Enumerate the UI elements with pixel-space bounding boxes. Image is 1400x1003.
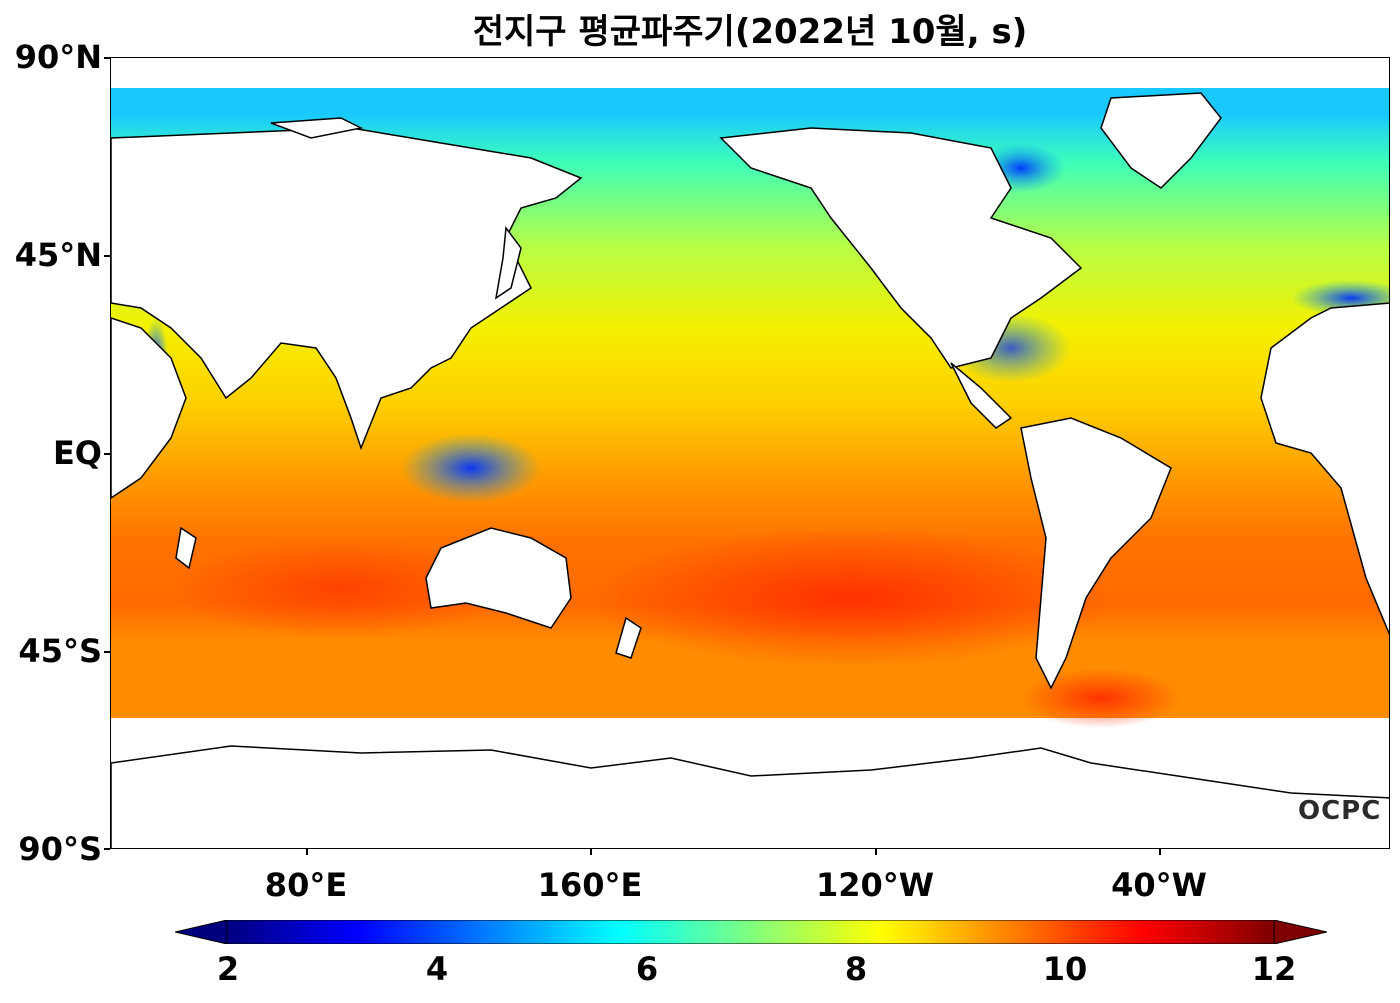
antarctica bbox=[111, 745, 1389, 848]
y-tickmark bbox=[104, 848, 110, 850]
colorbar-tick-label: 8 bbox=[844, 950, 868, 988]
south-pacific-high bbox=[591, 528, 1111, 668]
colorbar-graphic bbox=[174, 919, 1328, 945]
eurasia bbox=[111, 127, 583, 451]
colorbar-tick-label: 6 bbox=[635, 950, 659, 988]
map-plot-area bbox=[110, 57, 1390, 849]
y-tick-label: EQ bbox=[52, 434, 102, 472]
y-tickmark bbox=[104, 651, 110, 653]
drake-passage-high bbox=[1021, 668, 1181, 728]
colorbar-tick-label: 2 bbox=[216, 950, 240, 988]
colorbar bbox=[174, 919, 1328, 945]
indonesian-seas bbox=[401, 433, 541, 503]
x-tick-label: 80°E bbox=[264, 866, 348, 904]
x-tick-label: 120°W bbox=[815, 866, 935, 904]
y-tickmark bbox=[104, 255, 110, 257]
colorbar-tick-label: 12 bbox=[1251, 950, 1297, 988]
colorbar-min-extend bbox=[174, 919, 228, 945]
central-america bbox=[950, 362, 1013, 429]
colorbar-tick-label: 10 bbox=[1042, 950, 1088, 988]
wave-period-map bbox=[111, 58, 1389, 848]
south-america bbox=[1020, 417, 1172, 690]
madagascar bbox=[175, 526, 197, 570]
land bbox=[111, 92, 1389, 848]
x-tick-label: 40°W bbox=[1111, 866, 1207, 904]
arctic-islands bbox=[270, 117, 364, 139]
y-tickmark bbox=[104, 57, 110, 59]
japan bbox=[494, 226, 522, 300]
north-america bbox=[719, 127, 1083, 369]
colorbar-tick-label: 4 bbox=[425, 950, 449, 988]
y-tick-label: 90°N bbox=[14, 38, 102, 76]
y-tick-label: 45°N bbox=[14, 236, 102, 274]
ocpc-logo: OCPC bbox=[1298, 796, 1382, 826]
x-tickmark bbox=[1159, 849, 1161, 855]
arabia-africa-east bbox=[111, 317, 187, 499]
new-zealand bbox=[615, 616, 642, 659]
colorbar-max-extend bbox=[1273, 919, 1328, 945]
y-tickmark bbox=[104, 453, 110, 455]
arctic-no-data bbox=[111, 58, 1389, 88]
colorbar-ramp bbox=[226, 919, 1275, 945]
x-tickmark bbox=[875, 849, 877, 855]
y-tick-label: 90°S bbox=[18, 830, 102, 868]
australia bbox=[425, 527, 572, 629]
y-tick-label: 45°S bbox=[18, 632, 102, 670]
map-title: 전지구 평균파주기(2022년 10월, s) bbox=[472, 12, 1028, 52]
indian-ocean-high bbox=[171, 538, 511, 638]
x-tickmark bbox=[590, 849, 592, 855]
africa-west bbox=[1260, 302, 1389, 636]
greenland bbox=[1100, 92, 1222, 189]
x-tickmark bbox=[306, 849, 308, 855]
x-tick-label: 160°E bbox=[537, 866, 643, 904]
